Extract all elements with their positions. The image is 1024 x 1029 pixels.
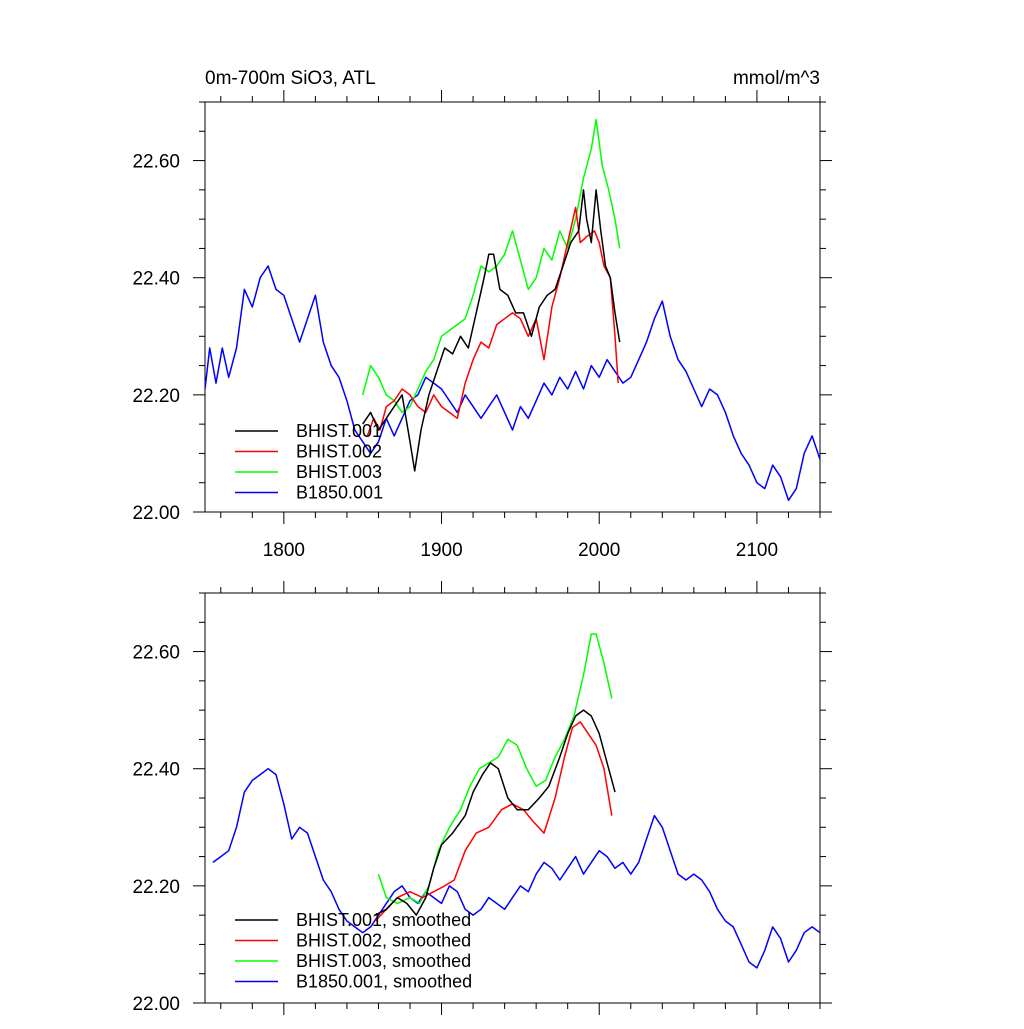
y-tick-label: 22.40 [132,269,180,290]
y-tick-label: 22.00 [132,994,180,1015]
legend-label: BHIST.003 [296,462,382,482]
legend-label: BHIST.002, smoothed [296,931,471,951]
legend-label: B1850.001, smoothed [296,972,472,992]
x-tick-label: 2100 [736,540,778,561]
y-tick-label: 22.00 [132,503,180,524]
series-line-bhist-002-smoothed [374,721,613,922]
series-line-bhist-003 [361,118,621,414]
series-line-bhist-001 [362,189,621,472]
chart-title: 0m-700m SiO3, ATL [205,68,376,89]
top-panel: 0m-700m SiO3, ATL mmol/m^3 22.00 22.20 22.40… [132,68,832,561]
series-line-bhist-003-smoothed [377,633,613,905]
y-tick-label: 22.20 [132,386,180,407]
series-line-bhist-001-smoothed [374,709,616,916]
legend-label: BHIST.003, smoothed [296,951,471,971]
x-tick-label: 1800 [263,540,305,561]
legend-label: B1850.001 [296,483,383,503]
y-tick-label: 22.40 [132,760,180,781]
series-line-bhist-002 [366,206,619,437]
series-line-b1850-001 [205,265,820,502]
series-group [205,118,820,502]
legend-label: BHIST.001 [296,421,382,441]
x-tick-label: 1900 [420,540,462,561]
legend-label: BHIST.001, smoothed [296,910,471,930]
legend-label: BHIST.002 [296,442,382,462]
y-tick-label: 22.60 [132,152,180,173]
series-group [212,633,820,969]
y-tick-label: 22.20 [132,877,180,898]
series-line-b1850-001-smoothed [212,767,820,969]
units-label: mmol/m^3 [733,68,820,89]
x-tick-label: 2000 [578,540,620,561]
y-tick-label: 22.60 [132,643,180,664]
